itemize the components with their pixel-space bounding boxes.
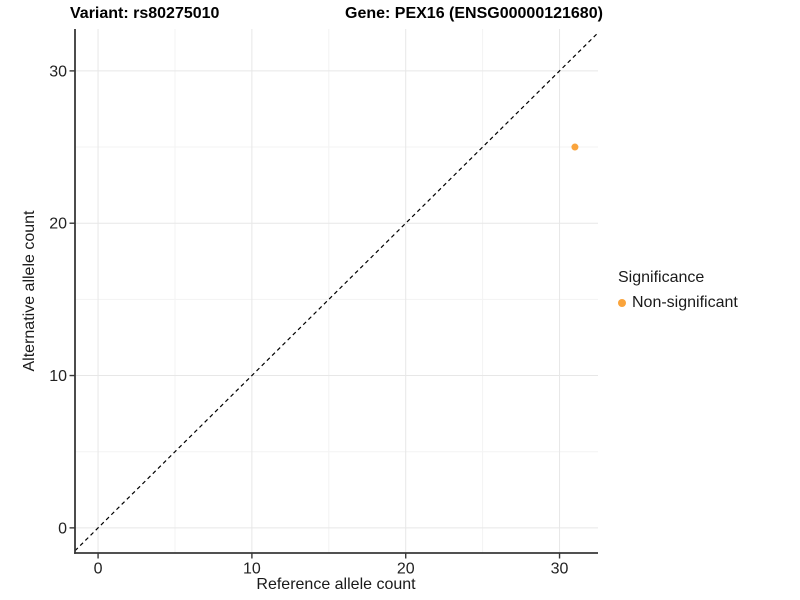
legend-item-label: Non-significant [632,294,738,311]
legend: Significance Non-significant [618,269,738,312]
identity-reference-line [74,32,599,552]
x-tick-label: 30 [551,561,569,578]
data-points [571,143,579,151]
y-tick-label: 10 [49,368,67,385]
legend-title: Significance [618,269,705,286]
x-tick-label: 20 [397,561,415,578]
x-axis-title: Reference allele count [256,576,416,593]
dashed-identity-line [74,32,599,552]
y-axis-title: Alternative allele count [21,210,38,372]
y-tick-label: 20 [49,216,67,233]
plot-title-variant: Variant: rs80275010 [70,5,220,22]
legend-item: Non-significant [618,294,738,312]
axis-tick-labels: 0 10 20 30 0 10 20 30 [49,63,568,577]
x-tick-label: 0 [94,561,103,578]
axis-tick-marks [69,70,561,559]
scatter-point [571,143,579,151]
y-tick-label: 0 [58,520,67,537]
plot-title-gene: Gene: PEX16 (ENSG00000121680) [345,5,603,22]
legend-point-icon [618,299,626,307]
axis-lines [74,29,598,554]
x-tick-label: 10 [243,561,261,578]
gridlines-major [75,29,598,553]
gridlines-minor [75,29,598,553]
y-tick-label: 30 [49,63,67,80]
